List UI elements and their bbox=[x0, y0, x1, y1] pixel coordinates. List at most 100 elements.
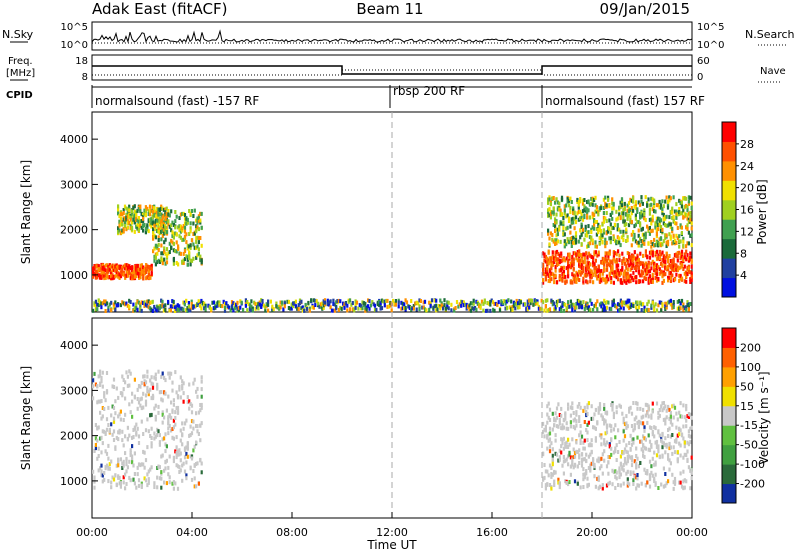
heatmap-cell bbox=[604, 410, 607, 415]
heatmap-cell bbox=[112, 385, 116, 389]
heatmap-cell bbox=[143, 304, 146, 308]
heatmap-cell bbox=[160, 390, 163, 394]
heatmap-cell bbox=[100, 379, 103, 384]
heatmap-cell bbox=[582, 467, 585, 472]
heatmap-cell bbox=[648, 203, 651, 208]
heatmap-cell bbox=[639, 211, 642, 216]
heatmap-cell bbox=[549, 211, 552, 216]
heatmap-cell bbox=[339, 305, 342, 310]
heatmap-cell bbox=[368, 306, 371, 311]
heatmap-cell bbox=[590, 416, 593, 421]
heatmap-cell bbox=[93, 485, 96, 490]
heatmap-cell bbox=[185, 298, 188, 303]
heatmap-cell bbox=[142, 228, 145, 233]
heatmap-cell bbox=[115, 386, 118, 391]
heatmap-cell bbox=[200, 379, 203, 384]
heatmap-cell bbox=[636, 210, 639, 214]
heatmap-cell bbox=[176, 452, 180, 457]
heatmap-cell bbox=[605, 305, 609, 310]
heatmap-cell bbox=[577, 205, 580, 210]
colorbar-swatch bbox=[722, 328, 736, 348]
heatmap-cell bbox=[566, 239, 569, 244]
heatmap-cell bbox=[501, 301, 504, 306]
heatmap-cell bbox=[100, 266, 103, 271]
heatmap-cell bbox=[612, 273, 615, 278]
heatmap-cell bbox=[117, 395, 120, 400]
heatmap-cell bbox=[557, 458, 560, 463]
heatmap-cell bbox=[149, 413, 152, 418]
heatmap-cell bbox=[373, 303, 377, 308]
heatmap-cell bbox=[172, 436, 175, 441]
heatmap-cell bbox=[253, 300, 256, 305]
heatmap-cell bbox=[117, 458, 120, 463]
heatmap-cell bbox=[671, 229, 674, 234]
heatmap-cell bbox=[512, 303, 515, 308]
heatmap-cell bbox=[664, 472, 667, 476]
heatmap-cell bbox=[659, 203, 663, 208]
heatmap-cell bbox=[657, 446, 660, 451]
heatmap-cell bbox=[179, 468, 182, 473]
heatmap-cell bbox=[185, 308, 188, 313]
heatmap-cell bbox=[623, 207, 626, 212]
heatmap-cell bbox=[668, 275, 671, 280]
heatmap-cell bbox=[612, 450, 615, 455]
heatmap-cell bbox=[537, 306, 540, 311]
heatmap-cell bbox=[195, 411, 198, 416]
heatmap-cell bbox=[123, 221, 127, 226]
heatmap-cell bbox=[157, 224, 160, 229]
heatmap-cell bbox=[664, 417, 667, 422]
heatmap-cell bbox=[611, 197, 614, 202]
heatmap-cell bbox=[126, 273, 130, 278]
heatmap-cell bbox=[364, 301, 367, 306]
heatmap-cell bbox=[163, 468, 166, 473]
heatmap-cell bbox=[578, 252, 581, 257]
heatmap-cell bbox=[678, 441, 681, 446]
heatmap-cell bbox=[683, 255, 686, 260]
heatmap-cell bbox=[604, 419, 607, 424]
heatmap-cell bbox=[585, 273, 588, 278]
heatmap-cell bbox=[178, 308, 181, 313]
heatmap-cell bbox=[594, 436, 597, 441]
heatmap-cell bbox=[591, 211, 594, 216]
heatmap-cell bbox=[542, 280, 545, 285]
heatmap-cell bbox=[611, 261, 614, 266]
heatmap-cell bbox=[514, 301, 517, 306]
heatmap-cell bbox=[572, 240, 575, 245]
heatmap-cell bbox=[121, 228, 124, 233]
heatmap-cell bbox=[536, 299, 539, 304]
heatmap-cell bbox=[147, 480, 150, 485]
heatmap-cell bbox=[668, 232, 671, 237]
heatmap-cell bbox=[633, 426, 636, 431]
freq-label-line2: [MHz] bbox=[6, 68, 35, 79]
heatmap-cell bbox=[123, 204, 127, 209]
heatmap-cell bbox=[172, 299, 175, 304]
heatmap-cell bbox=[572, 257, 575, 262]
heatmap-cell bbox=[563, 244, 566, 249]
heatmap-cell bbox=[428, 307, 431, 312]
heatmap-cell bbox=[580, 258, 584, 263]
heatmap-cell bbox=[560, 254, 563, 259]
heatmap-cell bbox=[625, 264, 628, 269]
heatmap-cell bbox=[153, 208, 156, 213]
heatmap-cell bbox=[143, 267, 146, 272]
heatmap-cell bbox=[162, 224, 165, 229]
heatmap-cell bbox=[110, 308, 113, 313]
heatmap-cell bbox=[653, 476, 656, 481]
heatmap-cell bbox=[170, 238, 173, 243]
heatmap-cell bbox=[114, 473, 117, 478]
heatmap-cell bbox=[651, 250, 654, 255]
heatmap-cell bbox=[620, 197, 624, 202]
heatmap-cell bbox=[126, 225, 129, 230]
y-tick-label: 4000 bbox=[60, 339, 88, 352]
heatmap-cell bbox=[164, 378, 167, 383]
heatmap-cell bbox=[639, 279, 642, 284]
heatmap-cell bbox=[515, 298, 518, 303]
heatmap-cell bbox=[107, 275, 110, 280]
heatmap-cell bbox=[186, 217, 189, 222]
heatmap-cell bbox=[557, 299, 560, 304]
heatmap-cell bbox=[171, 427, 174, 431]
heatmap-cell bbox=[582, 279, 585, 284]
heatmap-cell bbox=[551, 462, 554, 467]
heatmap-cell bbox=[175, 455, 178, 460]
heatmap-cell bbox=[596, 253, 599, 258]
